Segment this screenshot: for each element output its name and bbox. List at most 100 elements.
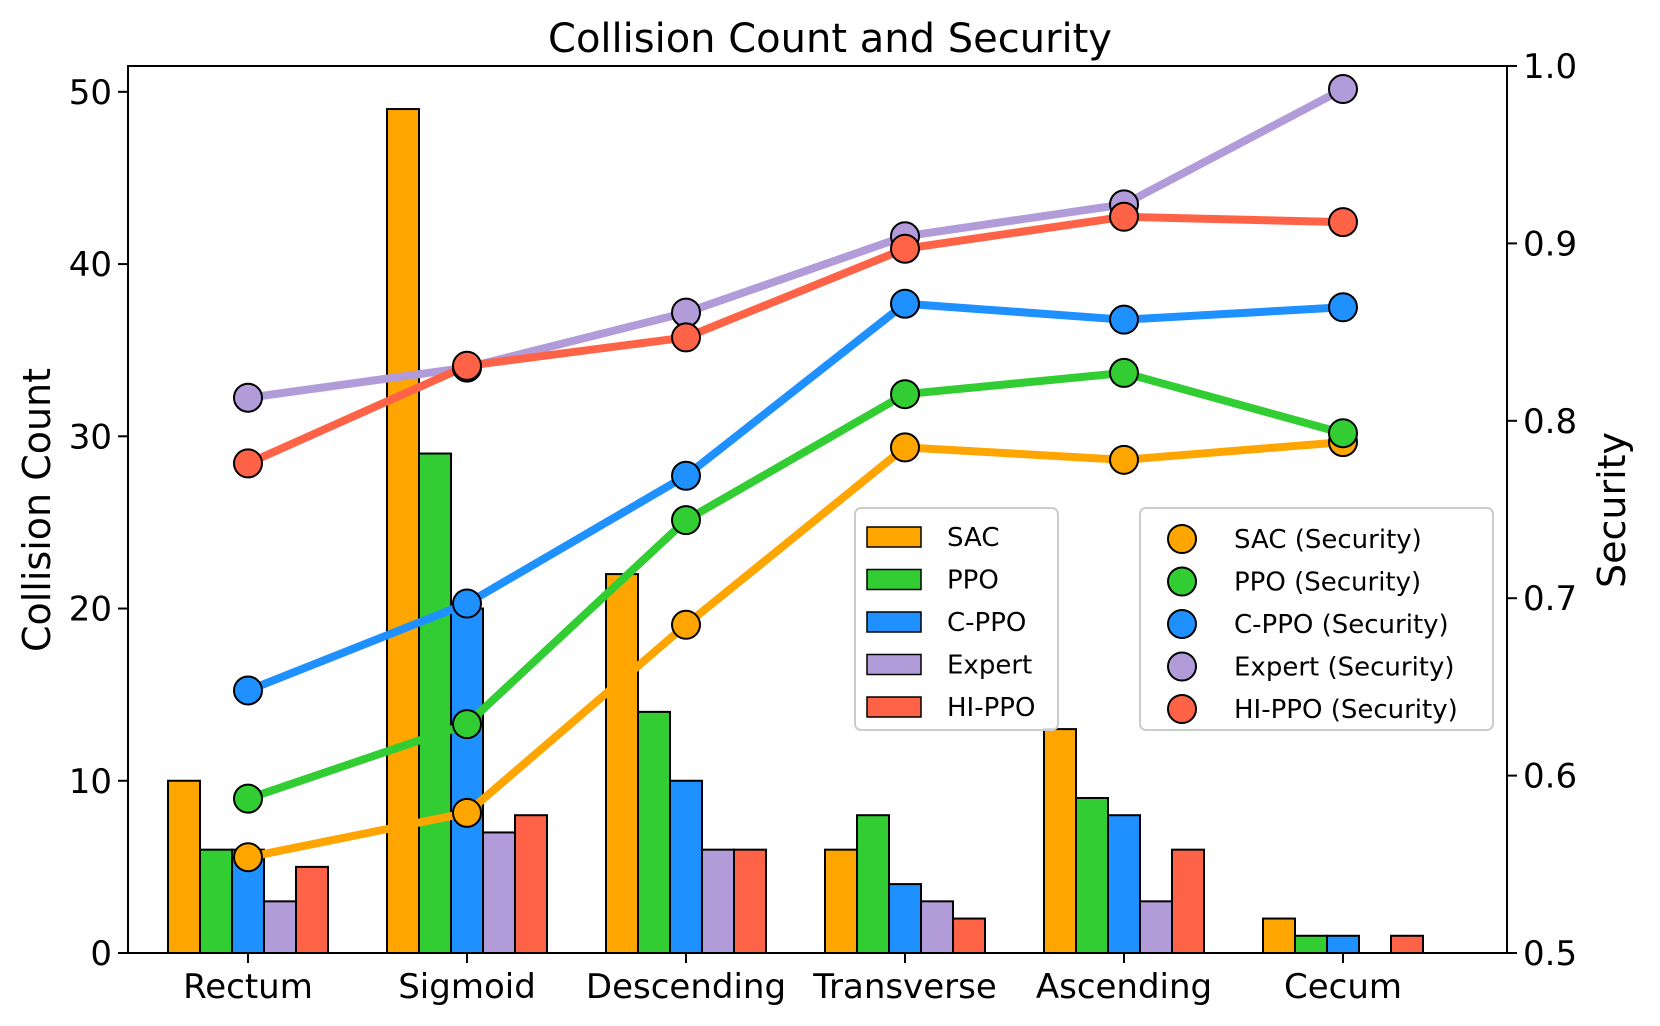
y-axis-label-right: Security bbox=[1590, 432, 1634, 588]
bar-hi-ppo-transverse bbox=[952, 917, 986, 955]
y-tick-label-right: 0.5 bbox=[1523, 934, 1577, 974]
point-c-ppo-security-descending bbox=[671, 460, 701, 491]
bar-sac-rectum bbox=[167, 779, 201, 954]
bar-hi-ppo-sigmoid bbox=[514, 814, 548, 954]
line-ppo-security bbox=[244, 368, 1347, 803]
point-c-ppo-security-rectum bbox=[233, 675, 263, 706]
point-hi-ppo-security-ascending bbox=[1109, 201, 1139, 232]
legend-label-sac-security: SAC (Security) bbox=[1234, 525, 1422, 555]
legend-security bbox=[1139, 507, 1494, 731]
point-sac-security-sigmoid bbox=[452, 797, 482, 828]
point-c-ppo-security-ascending bbox=[1109, 304, 1139, 335]
bar-sac-ascending bbox=[1043, 728, 1077, 955]
bar-ppo-transverse bbox=[856, 814, 890, 954]
point-hi-ppo-security-sigmoid bbox=[452, 350, 482, 381]
bar-c-ppo-sigmoid bbox=[450, 607, 484, 955]
bar-ppo-ascending bbox=[1075, 796, 1109, 954]
line-c-ppo-security bbox=[244, 299, 1347, 695]
y-tick-label-left: 40 bbox=[69, 245, 112, 285]
chart-title: Collision Count and Security bbox=[548, 16, 1112, 62]
point-c-ppo-security-cecum bbox=[1328, 292, 1358, 323]
y-tick-label-left: 10 bbox=[69, 762, 112, 802]
legend-swatch-ppo bbox=[866, 568, 922, 591]
point-ppo-security-transverse bbox=[890, 379, 920, 410]
y-tick-label-left: 0 bbox=[90, 934, 112, 974]
legend-label-hi-ppo: HI-PPO bbox=[947, 693, 1035, 723]
x-tick-label-cecum: Cecum bbox=[1284, 967, 1402, 1007]
point-c-ppo-security-transverse bbox=[890, 288, 920, 319]
bar-expert-rectum bbox=[263, 900, 297, 954]
legend-label-c-ppo-security: C-PPO (Security) bbox=[1234, 610, 1449, 640]
point-sac-security-transverse bbox=[890, 432, 920, 463]
legend-swatch-expert bbox=[866, 653, 922, 676]
line-sac-security bbox=[244, 438, 1347, 862]
legend-label-sac: SAC bbox=[947, 523, 999, 553]
bar-hi-ppo-descending bbox=[733, 848, 767, 955]
line-hi-ppo-security bbox=[244, 212, 1347, 468]
y-tick-label-right: 0.6 bbox=[1523, 757, 1577, 797]
y-tick-label-right: 1.0 bbox=[1523, 47, 1577, 87]
y-tick-label-right: 0.8 bbox=[1523, 402, 1577, 442]
bar-c-ppo-ascending bbox=[1107, 814, 1141, 954]
legend-marker-sac-security bbox=[1167, 524, 1197, 554]
bar-hi-ppo-ascending bbox=[1171, 848, 1205, 955]
x-tick-label-ascending: Ascending bbox=[1036, 967, 1212, 1007]
bar-sac-descending bbox=[605, 573, 639, 955]
legend-label-hi-ppo-security: HI-PPO (Security) bbox=[1234, 695, 1458, 725]
point-hi-ppo-security-cecum bbox=[1328, 207, 1358, 238]
bar-expert-descending bbox=[701, 848, 735, 955]
bar-expert-sigmoid bbox=[482, 831, 516, 954]
legend-swatch-hi-ppo bbox=[866, 696, 922, 718]
legend-label-expert-security: Expert (Security) bbox=[1234, 653, 1455, 683]
bar-expert-ascending bbox=[1139, 900, 1173, 954]
bar-hi-ppo-rectum bbox=[295, 865, 329, 954]
x-tick-label-rectum: Rectum bbox=[183, 967, 313, 1007]
point-hi-ppo-security-descending bbox=[671, 322, 701, 353]
point-ppo-security-rectum bbox=[233, 783, 263, 814]
point-expert-security-rectum bbox=[233, 382, 263, 413]
legend-marker-c-ppo-security bbox=[1167, 609, 1197, 639]
x-tick-label-transverse: Transverse bbox=[812, 967, 997, 1007]
legend-label-ppo: PPO bbox=[947, 566, 999, 596]
point-sac-security-rectum bbox=[233, 842, 263, 873]
y-axis-label-left: Collision Count bbox=[15, 368, 59, 652]
bar-expert-transverse bbox=[920, 900, 954, 954]
bar-ppo-rectum bbox=[199, 848, 233, 955]
legend-label-expert: Expert bbox=[947, 651, 1032, 681]
x-tick-label-descending: Descending bbox=[586, 967, 786, 1007]
point-hi-ppo-security-transverse bbox=[890, 233, 920, 264]
y-tick-label-right: 0.7 bbox=[1523, 579, 1577, 619]
point-ppo-security-ascending bbox=[1109, 357, 1139, 388]
point-c-ppo-security-sigmoid bbox=[452, 588, 482, 619]
bar-hi-ppo-cecum bbox=[1390, 934, 1424, 954]
bar-ppo-cecum bbox=[1294, 934, 1328, 954]
y-tick-label-right: 0.9 bbox=[1523, 224, 1577, 264]
line-expert-security bbox=[244, 85, 1347, 402]
point-expert-security-cecum bbox=[1328, 74, 1358, 105]
bar-sac-transverse bbox=[824, 848, 858, 955]
x-tick-label-sigmoid: Sigmoid bbox=[398, 967, 536, 1007]
legend-swatch-c-ppo bbox=[866, 611, 922, 633]
bar-c-ppo-cecum bbox=[1326, 934, 1360, 954]
legend-swatch-sac bbox=[866, 526, 922, 548]
legend-label-c-ppo: C-PPO bbox=[947, 608, 1026, 638]
bar-ppo-descending bbox=[637, 710, 671, 954]
bar-sac-sigmoid bbox=[386, 108, 420, 955]
y-tick-label-left: 20 bbox=[69, 590, 112, 630]
plot-layer: 0 10 20 30 40 50 0.5 0.6 0.7 0.8 0.9 1.0 Rectum Sigmo… bbox=[69, 47, 1577, 1007]
bar-sac-cecum bbox=[1262, 917, 1296, 955]
point-ppo-security-cecum bbox=[1328, 418, 1358, 449]
legend-label-ppo-security: PPO (Security) bbox=[1234, 568, 1421, 598]
y-tick-label-left: 50 bbox=[69, 73, 112, 113]
bar-c-ppo-descending bbox=[669, 779, 703, 954]
point-ppo-security-descending bbox=[671, 505, 701, 536]
plot-frame bbox=[127, 65, 1508, 954]
y-tick-label-left: 30 bbox=[69, 417, 112, 457]
bar-c-ppo-transverse bbox=[888, 883, 922, 955]
bar-ppo-sigmoid bbox=[418, 452, 452, 954]
legend-marker-ppo-security bbox=[1167, 566, 1197, 597]
point-hi-ppo-security-rectum bbox=[233, 448, 263, 479]
point-sac-security-ascending bbox=[1109, 444, 1139, 475]
legend-marker-hi-ppo-security bbox=[1167, 694, 1197, 724]
